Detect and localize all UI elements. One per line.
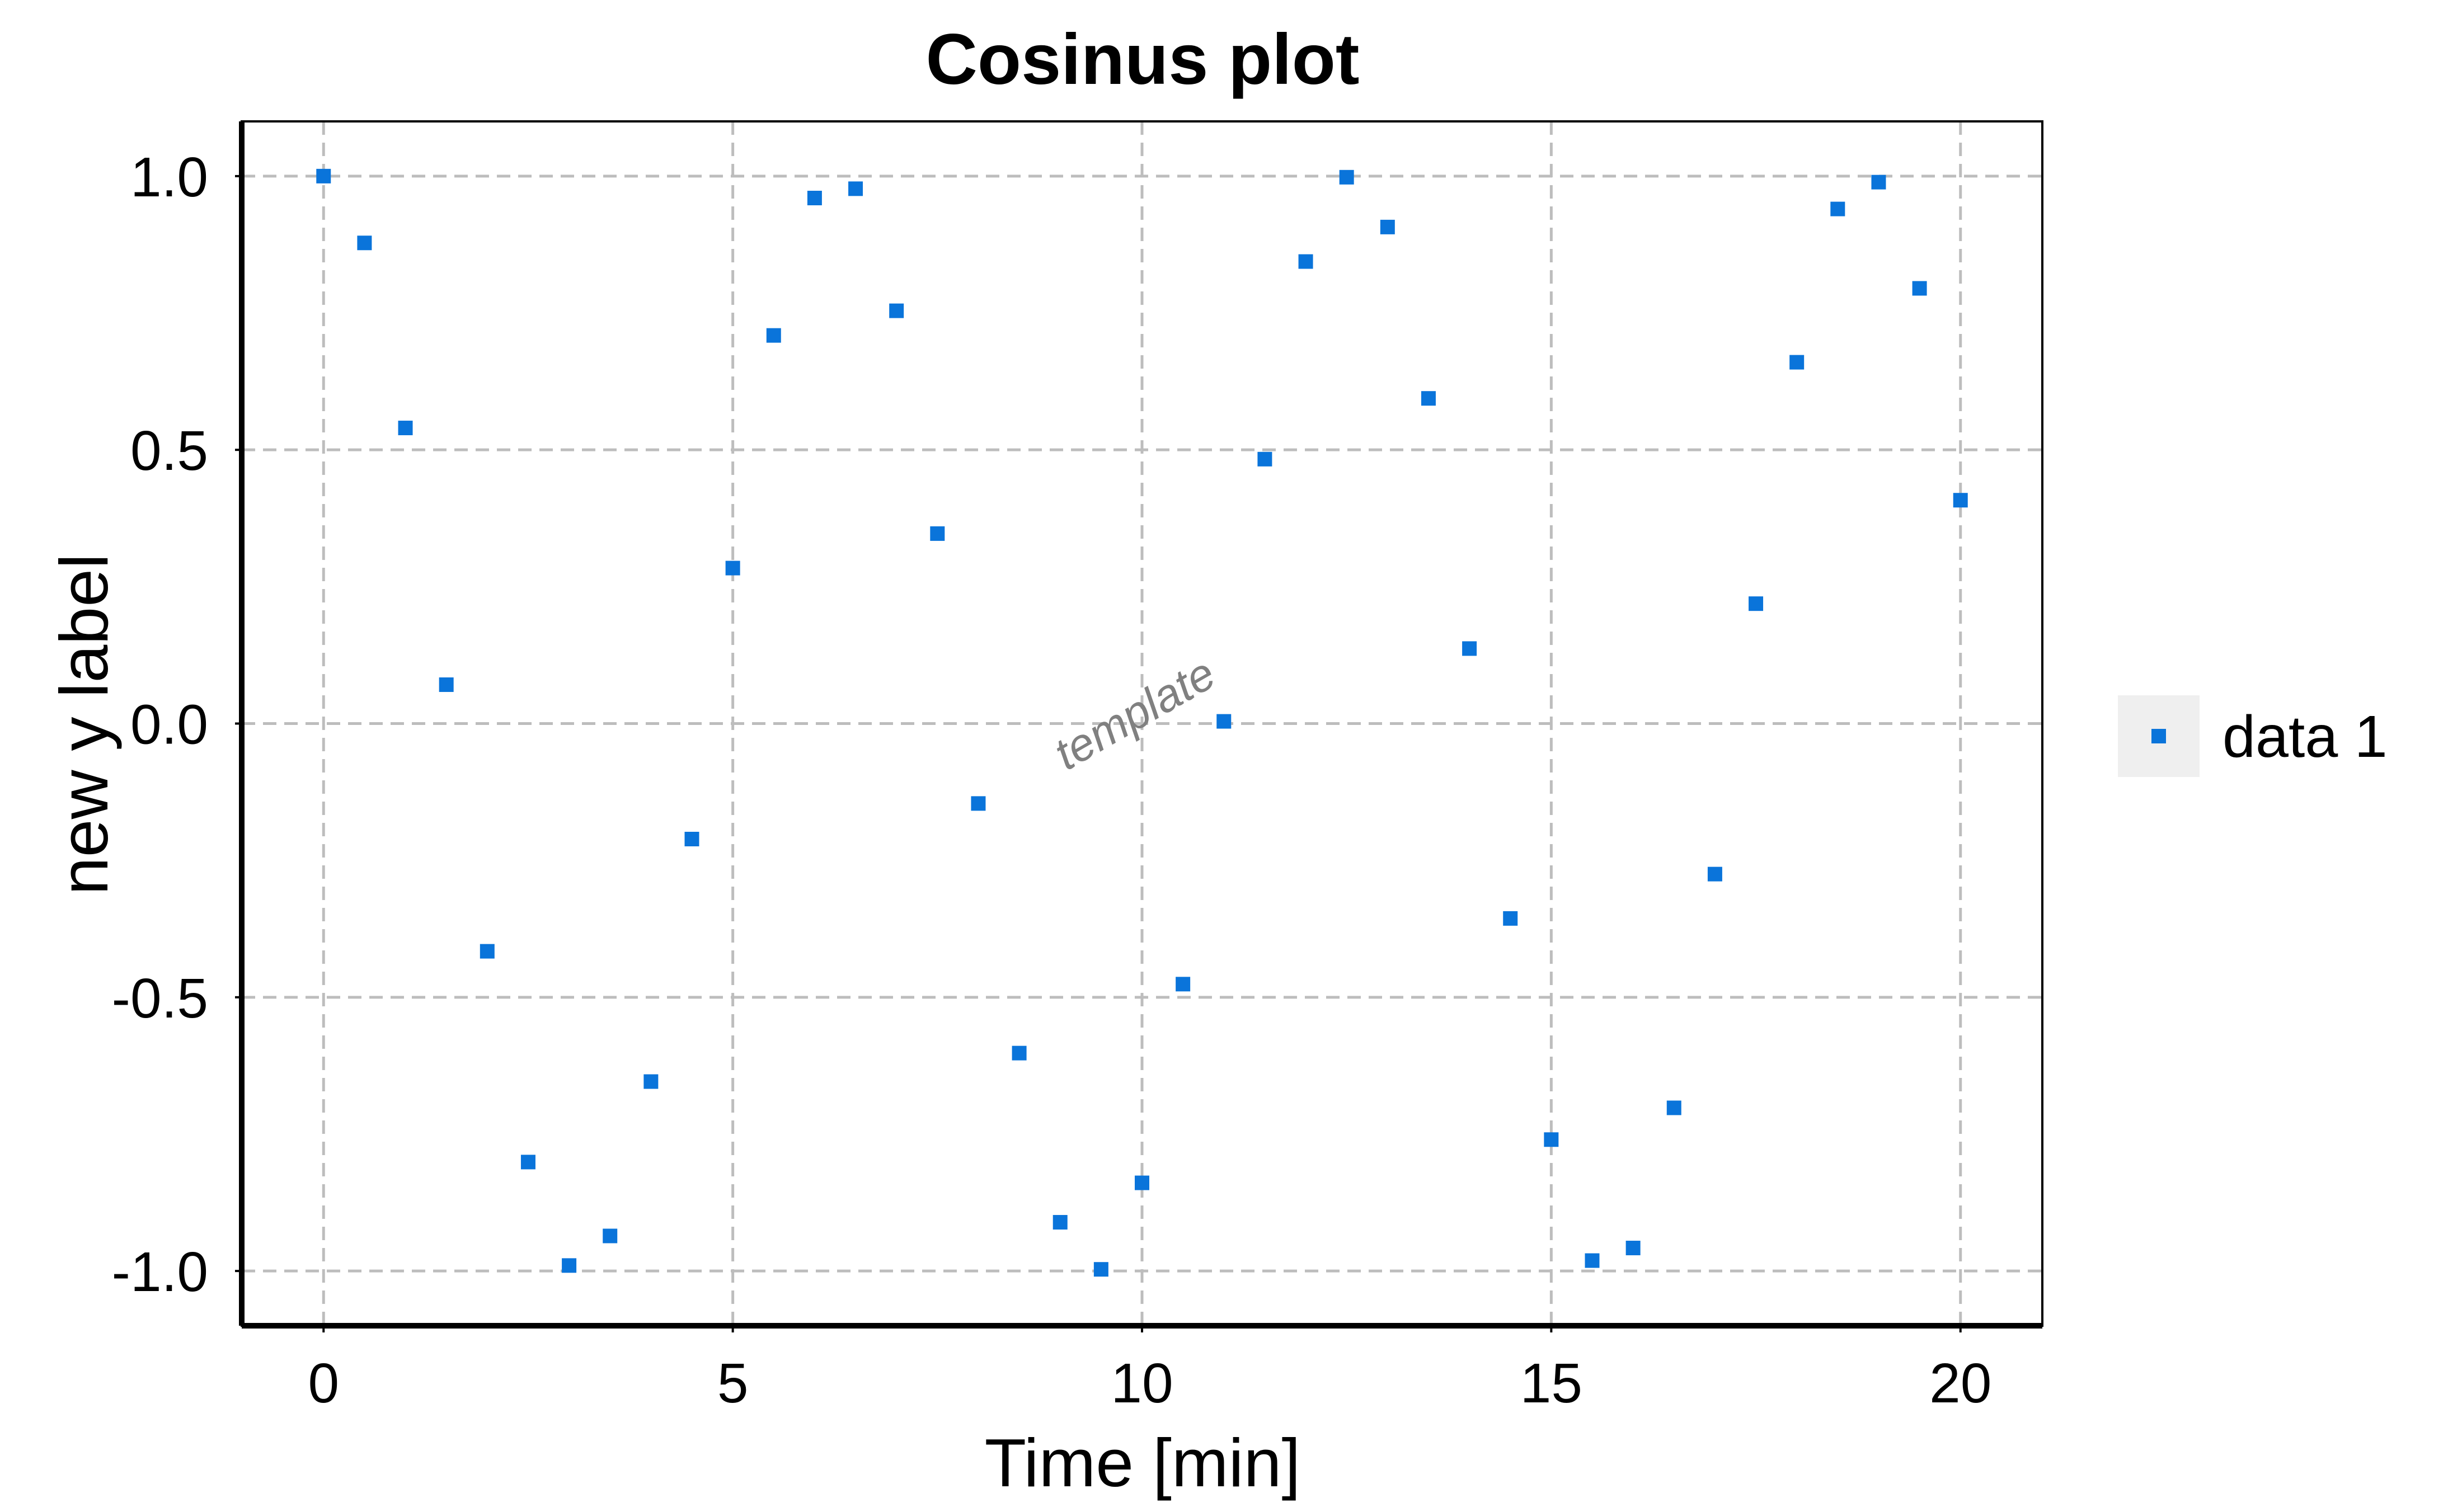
data-point	[1707, 866, 1722, 882]
data-point	[1421, 391, 1436, 406]
y-tick-label: 0.5	[130, 420, 208, 482]
data-point	[1953, 493, 1968, 508]
data-point	[480, 944, 495, 959]
x-tick-label: 5	[717, 1352, 749, 1415]
data-point	[398, 421, 413, 436]
x-tick-label: 0	[308, 1352, 339, 1415]
data-point	[1830, 201, 1845, 216]
data-point	[1176, 977, 1191, 992]
data-point	[1093, 1262, 1108, 1277]
data-points	[316, 168, 1968, 1277]
data-point	[889, 303, 904, 318]
data-point	[1012, 1045, 1027, 1061]
data-point	[1625, 1241, 1641, 1256]
data-point	[1339, 169, 1354, 185]
grid	[242, 121, 2042, 1326]
data-point	[1789, 355, 1805, 370]
y-tick-label: 1.0	[130, 146, 208, 209]
data-point	[1380, 219, 1395, 234]
data-point	[643, 1074, 659, 1089]
data-point	[1216, 714, 1232, 729]
data-point	[1298, 254, 1313, 269]
data-point	[316, 168, 331, 183]
data-point	[1503, 911, 1518, 926]
data-point	[357, 235, 372, 251]
data-point	[520, 1155, 535, 1170]
y-axis-title: new y label	[46, 554, 122, 895]
data-point	[684, 831, 699, 846]
data-point	[725, 560, 740, 576]
data-point	[1912, 281, 1927, 296]
data-point	[1871, 175, 1886, 190]
x-tick-label: 15	[1520, 1352, 1582, 1415]
data-point	[930, 526, 945, 541]
data-point	[1666, 1100, 1681, 1115]
data-point	[807, 191, 822, 206]
data-point	[1544, 1132, 1559, 1147]
data-point	[1135, 1175, 1149, 1190]
data-point	[562, 1258, 577, 1273]
y-tick-label: -0.5	[112, 967, 208, 1030]
data-point	[1462, 641, 1477, 656]
data-point	[971, 796, 986, 811]
chart-title: Cosinus plot	[925, 20, 1359, 100]
x-tick-label: 20	[1929, 1352, 1991, 1415]
legend-marker	[2151, 729, 2166, 743]
y-tick-label: 0.0	[130, 694, 208, 756]
data-point	[1257, 451, 1272, 467]
data-point	[848, 181, 863, 196]
x-tick-label: 10	[1111, 1352, 1173, 1415]
x-axis-title: Time [min]	[985, 1425, 1301, 1501]
legend: data 1	[2118, 695, 2388, 777]
y-axis-ticks: 1.0 0.5 0.0 -0.5 -1.0	[112, 146, 242, 1303]
y-tick-label: -1.0	[112, 1241, 208, 1303]
data-point	[1749, 596, 1764, 611]
data-point	[766, 328, 781, 343]
data-point	[1053, 1215, 1068, 1230]
data-point	[439, 677, 454, 693]
legend-label-data-1: data 1	[2223, 704, 2388, 770]
data-point	[1585, 1253, 1600, 1268]
data-point	[603, 1228, 618, 1243]
x-axis-ticks: 0 5 10 15 20	[308, 1326, 1991, 1415]
